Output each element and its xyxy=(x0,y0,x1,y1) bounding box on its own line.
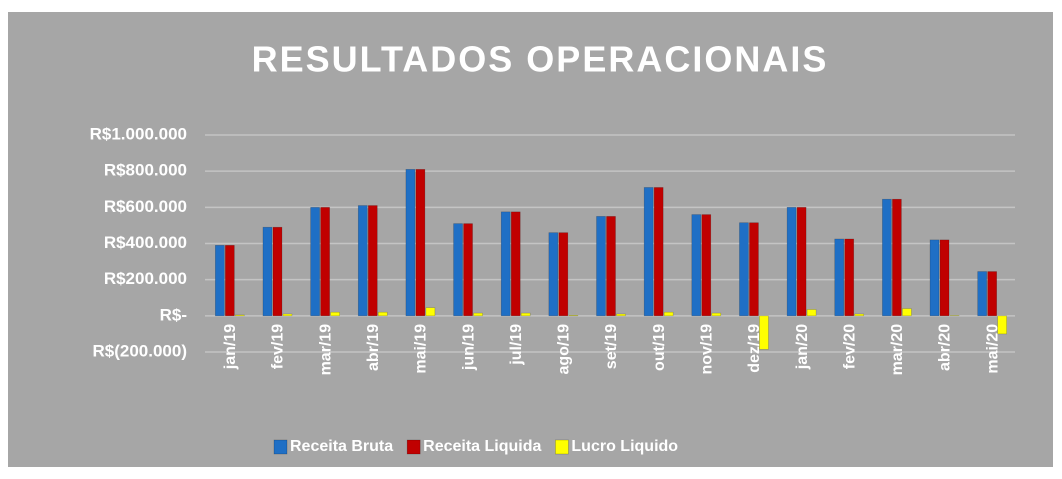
y-tick-label: R$400.000 xyxy=(104,233,187,252)
bar xyxy=(749,222,759,317)
bar xyxy=(320,207,330,317)
x-tick-label: jun/19 xyxy=(460,324,477,371)
legend-label: Lucro Liquido xyxy=(571,438,678,455)
bar xyxy=(691,214,702,317)
legend-label: Receita Liquida xyxy=(423,438,541,455)
bar xyxy=(882,198,892,317)
x-tick-label: jul/19 xyxy=(508,324,525,366)
x-tick-label: mar/19 xyxy=(317,324,334,376)
bar xyxy=(701,214,712,317)
bar xyxy=(739,222,749,317)
x-tick-label: mai/19 xyxy=(413,324,430,374)
bar xyxy=(653,187,664,317)
bar xyxy=(510,211,521,317)
bar xyxy=(643,187,654,317)
bar xyxy=(453,223,463,317)
bar xyxy=(892,198,902,317)
x-tick-label: nov/19 xyxy=(699,324,716,375)
y-tick-label: R$1.000.000 xyxy=(90,124,187,143)
bar xyxy=(473,312,483,317)
y-tick-label: R$200.000 xyxy=(104,269,187,288)
bar xyxy=(987,271,997,317)
bar xyxy=(272,226,283,317)
bar xyxy=(310,207,320,317)
bar xyxy=(415,169,426,317)
bar xyxy=(425,307,436,317)
bar xyxy=(463,223,473,317)
y-tick-label: R$600.000 xyxy=(104,197,187,216)
bar xyxy=(357,205,368,317)
bar xyxy=(939,239,950,317)
bar xyxy=(548,232,559,317)
bar xyxy=(262,226,273,317)
bar xyxy=(854,313,865,317)
bar xyxy=(282,313,293,317)
bar xyxy=(215,245,225,317)
x-tick-label: jan/20 xyxy=(794,324,811,370)
x-tick-label: set/19 xyxy=(603,324,620,369)
x-tick-label: abr/19 xyxy=(365,324,382,371)
bar xyxy=(834,238,845,317)
bar xyxy=(796,207,807,317)
bar xyxy=(235,314,245,317)
x-tick-label: out/19 xyxy=(651,324,668,371)
y-tick-label: R$800.000 xyxy=(104,161,187,180)
bar xyxy=(405,169,416,317)
y-tick-label: R$(200.000) xyxy=(92,341,187,360)
bar xyxy=(997,315,1007,335)
bar xyxy=(606,216,616,317)
bar xyxy=(500,211,511,317)
legend-swatch xyxy=(273,439,288,455)
chart-title: RESULTADOS OPERACIONAIS xyxy=(252,39,829,80)
bar xyxy=(596,216,606,317)
bar xyxy=(377,311,388,317)
x-tick-label: abr/20 xyxy=(937,324,954,371)
bar xyxy=(616,313,626,317)
bar xyxy=(844,238,855,317)
bar xyxy=(558,232,569,317)
bar xyxy=(929,239,940,317)
bar xyxy=(806,309,817,317)
y-tick-label: R$- xyxy=(160,305,187,324)
bar xyxy=(711,312,722,317)
x-tick-label: jan/19 xyxy=(222,324,239,370)
bar xyxy=(568,314,579,317)
x-tick-label: ago/19 xyxy=(556,324,573,375)
bar xyxy=(663,311,674,317)
bar xyxy=(902,308,912,317)
x-tick-label: mai/20 xyxy=(984,324,1001,374)
chart-background xyxy=(8,12,1053,467)
x-tick-label: dez/19 xyxy=(746,324,763,373)
legend-swatch xyxy=(406,439,421,455)
bar xyxy=(520,312,531,317)
x-tick-label: mar/20 xyxy=(889,324,906,376)
bar xyxy=(330,311,340,317)
bar xyxy=(367,205,378,317)
legend-swatch xyxy=(555,439,569,455)
bar xyxy=(977,271,987,317)
x-tick-label: fev/20 xyxy=(841,324,858,369)
bar xyxy=(786,207,797,317)
bar xyxy=(225,245,235,317)
bar xyxy=(759,315,769,350)
x-tick-label: fev/19 xyxy=(270,324,287,369)
legend-label: Receita Bruta xyxy=(290,438,393,455)
